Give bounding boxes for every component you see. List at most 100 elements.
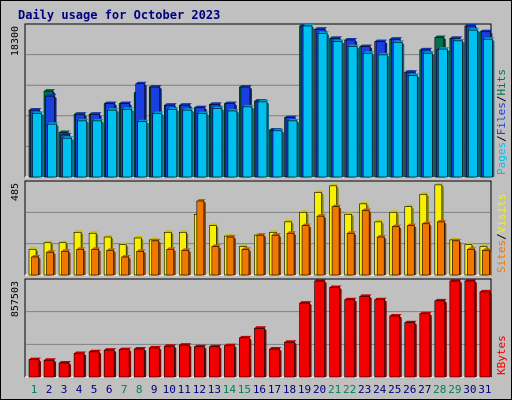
visits-bar-top: [89, 231, 99, 234]
kbytes-bar-top: [134, 347, 147, 350]
pages-bar-top: [257, 99, 269, 102]
kbytes-bar-top: [464, 279, 477, 281]
files-bar-top: [180, 103, 192, 106]
sites-bar: [346, 232, 355, 276]
sites-bar: [196, 200, 205, 276]
sites-bar: [106, 250, 114, 276]
sites-bar: [301, 225, 310, 276]
pages-bar-top: [348, 44, 360, 47]
sites-bar-shadow: [188, 250, 191, 275]
pages-bar-top: [137, 119, 149, 122]
day-label: 18: [283, 383, 296, 396]
kbytes-bar-top: [479, 289, 492, 292]
sites-bar-shadow: [83, 249, 86, 275]
pages-bar: [287, 120, 298, 178]
sites-bar-shadow: [218, 246, 221, 275]
pages-bar: [137, 121, 148, 178]
pages-bar: [438, 48, 448, 178]
sites-bar: [482, 250, 490, 276]
pages-bar-top: [378, 52, 390, 55]
files-bar-top: [421, 47, 433, 50]
sites-bar-top: [332, 204, 342, 207]
sites-bar: [361, 210, 370, 276]
visits-bar-top: [434, 182, 444, 185]
kbytes-bar: [299, 302, 310, 378]
kbytes-bar-top: [254, 326, 267, 329]
pages-bar-top: [483, 37, 495, 40]
kbytes-bar-shadow: [159, 347, 162, 377]
kbytes-bar-shadow: [69, 363, 72, 377]
pages-bar-shadow: [191, 110, 194, 177]
kbytes-bar: [344, 299, 355, 378]
day-label: 27: [418, 383, 431, 396]
kbytes-bar-shadow: [459, 281, 462, 377]
pages-bar-top: [197, 111, 209, 114]
files-bar-top: [45, 94, 57, 97]
kbytes-bar: [133, 348, 145, 378]
sites-bar-shadow: [294, 233, 297, 275]
visits-bar-top: [134, 236, 144, 239]
sites-bar-shadow: [203, 201, 206, 275]
kbytes-bar: [284, 341, 295, 378]
sites-bar-shadow: [324, 216, 327, 275]
pages-bar: [197, 113, 208, 178]
kbytes-bar: [254, 328, 265, 378]
pages-bar-top: [182, 108, 194, 111]
pages-bar: [272, 130, 283, 178]
files-bar-top: [60, 132, 72, 135]
kbytes-bar: [389, 315, 401, 378]
sites-bar-shadow: [309, 225, 312, 275]
sites-bar-top: [392, 224, 402, 227]
kbytes-bar-shadow: [99, 351, 102, 377]
files-bar-top: [225, 101, 237, 104]
pages-bar: [392, 42, 403, 178]
kbytes-bar-top: [314, 279, 327, 281]
kbytes-bar: [374, 299, 385, 378]
kbytes-bar-top: [269, 347, 282, 350]
kbytes-bar: [194, 346, 205, 378]
kbytes-bar: [209, 346, 220, 378]
pages-bar-top: [438, 47, 450, 50]
day-label: 22: [343, 383, 356, 396]
day-label: 23: [358, 383, 371, 396]
visits-bar-top: [74, 230, 84, 233]
pages-bar: [453, 40, 463, 178]
sites-bar: [151, 240, 160, 276]
files-bar-top: [361, 44, 373, 47]
sites-bar: [331, 206, 340, 276]
kbytes-bar-top: [44, 358, 57, 361]
files-bar-top: [150, 85, 162, 88]
day-label: 25: [388, 383, 401, 396]
kbytes-bar: [88, 351, 100, 378]
pages-bar-shadow: [41, 113, 44, 177]
sites-bar-top: [452, 238, 462, 241]
kbytes-bar: [28, 359, 40, 378]
pages-bar: [182, 109, 193, 178]
pages-bar-top: [242, 104, 254, 107]
files-bar-top: [210, 102, 222, 105]
pages-bar-shadow: [477, 30, 480, 177]
hits-bar-top: [44, 89, 56, 92]
pages-bar-shadow: [312, 26, 315, 177]
kbytes-bar-top: [194, 344, 207, 347]
files-bar-top: [346, 38, 358, 41]
day-label: 16: [253, 383, 266, 396]
files-bar-top: [30, 108, 42, 111]
panel-kbytes-ymax-label: 857503: [10, 281, 21, 317]
kbytes-bar: [269, 348, 280, 378]
visits-bar-top: [479, 244, 489, 247]
sites-bar-shadow: [38, 256, 41, 275]
pages-bar: [152, 113, 163, 178]
panel-visits-legend: Sites/Visits: [495, 194, 508, 274]
files-bar-top: [286, 115, 298, 118]
day-label: 31: [478, 383, 491, 396]
kbytes-bar: [479, 291, 491, 378]
visits-bar-top: [104, 235, 114, 238]
day-label: 28: [433, 383, 446, 396]
kbytes-bar-top: [224, 343, 237, 346]
sites-bar-top: [287, 231, 297, 234]
visits-bar-top: [179, 230, 189, 233]
visits-bar-top: [29, 247, 38, 250]
pages-bar: [422, 52, 433, 178]
sites-bar-shadow: [429, 223, 432, 275]
